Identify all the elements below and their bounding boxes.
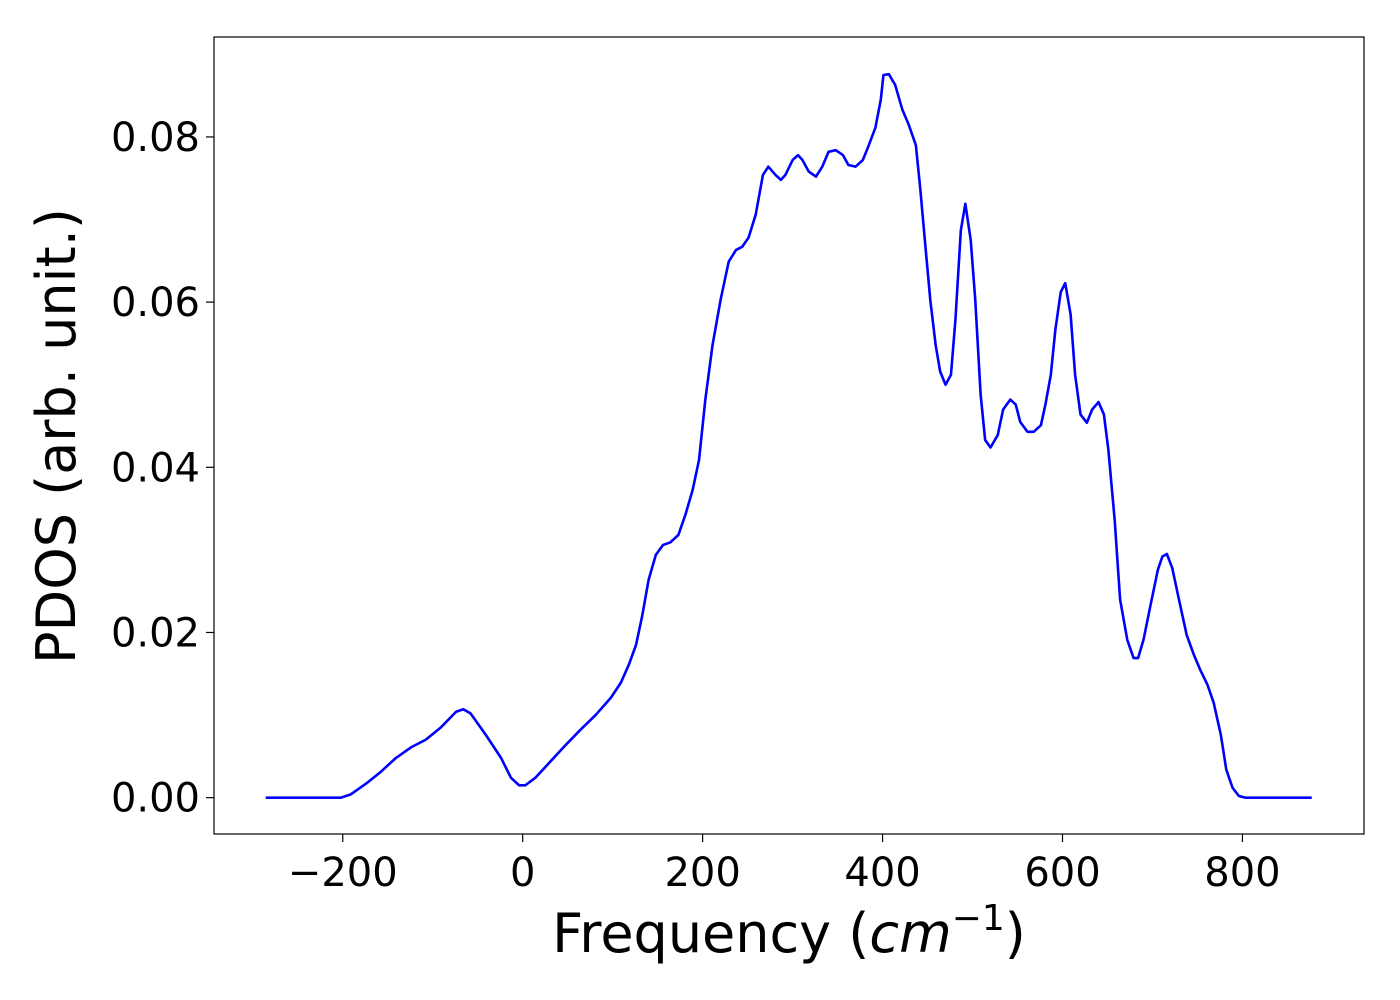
y-tick-label: 0.04 xyxy=(111,445,200,491)
x-tick-label: 400 xyxy=(844,850,920,896)
x-tick-label: 200 xyxy=(664,850,740,896)
y-axis-label: PDOS (arb. unit.) xyxy=(25,208,88,664)
x-tick-label: 0 xyxy=(510,850,535,896)
y-tick-label: 0.06 xyxy=(111,280,200,326)
x-tick-label: −200 xyxy=(288,850,398,896)
x-tick-label: 600 xyxy=(1024,850,1100,896)
y-tick-label: 0.00 xyxy=(111,776,200,822)
x-tick-label: 800 xyxy=(1204,850,1280,896)
y-tick-label: 0.02 xyxy=(111,610,200,656)
pdos-line xyxy=(265,72,1312,799)
y-tick-label: 0.08 xyxy=(111,115,200,161)
plot-frame xyxy=(213,36,1365,835)
x-axis-label: Frequency (cm−1) xyxy=(552,898,1026,965)
